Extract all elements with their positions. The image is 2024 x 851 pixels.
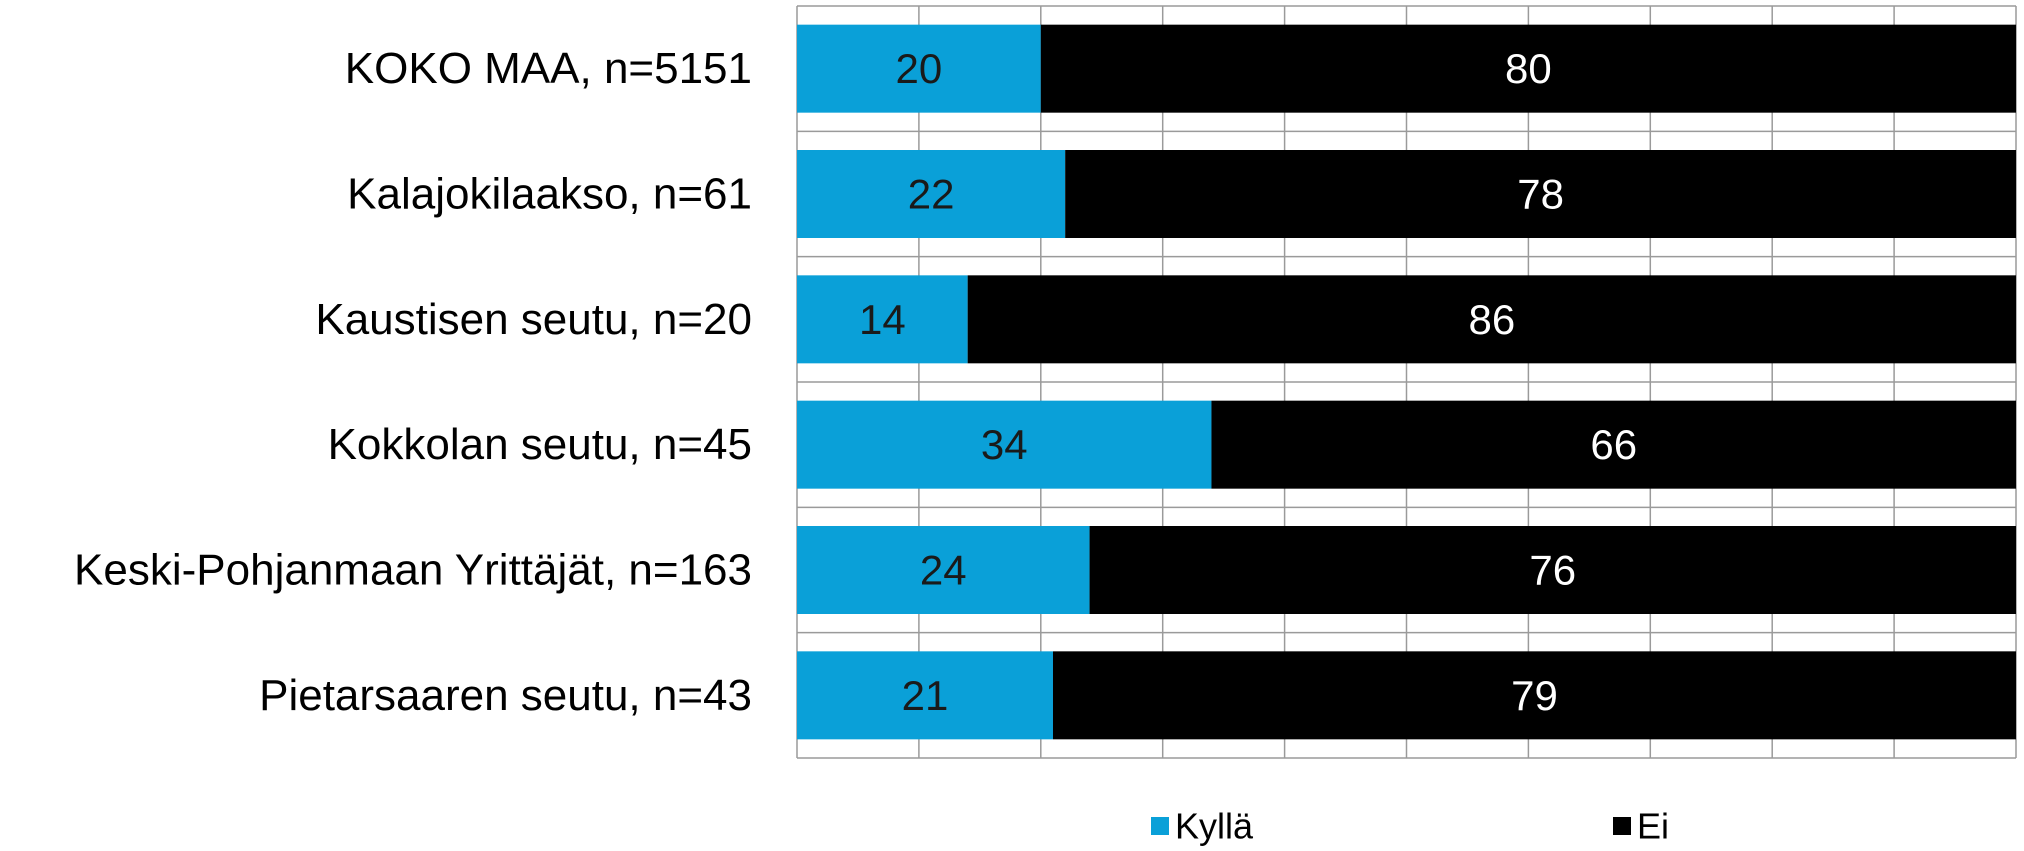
- bar-segment-ei: [1089, 526, 2016, 614]
- category-label: Kaustisen seutu, n=20: [315, 295, 752, 344]
- data-label: 76: [1529, 547, 1576, 594]
- bar-segment-ei: [1211, 400, 2016, 489]
- data-label: 21: [902, 672, 949, 719]
- bar-segment-kylla: [797, 275, 968, 364]
- data-label: 24: [920, 547, 967, 594]
- category-label: Keski-Pohjanmaan Yrittäjät, n=163: [74, 546, 752, 595]
- legend: Kyllä Ei: [1151, 806, 1669, 847]
- category-label: Kalajokilaakso, n=61: [347, 170, 752, 219]
- category-labels: KOKO MAA, n=5151 Kalajokilaakso, n=61 Kaus…: [74, 44, 752, 720]
- data-label: 34: [981, 421, 1028, 468]
- bar-segment-kylla: [797, 651, 1053, 740]
- bar-segment-kylla: [797, 150, 1066, 238]
- data-label: 80: [1505, 45, 1552, 92]
- bar-segment-ei: [1040, 24, 2016, 113]
- data-label: 20: [896, 45, 943, 92]
- data-label: 78: [1517, 171, 1564, 218]
- legend-label: Ei: [1637, 806, 1669, 847]
- bars: 20 80 22 78 14 86 34 66 24 76 21 79: [797, 24, 2017, 740]
- bar-segment-kylla: [797, 526, 1090, 614]
- category-label: KOKO MAA, n=5151: [345, 44, 752, 93]
- data-label: 79: [1511, 672, 1558, 719]
- data-label: 66: [1590, 421, 1637, 468]
- data-label: 22: [908, 171, 955, 218]
- gridlines: [796, 5, 2017, 759]
- category-label: Kokkolan seutu, n=45: [328, 420, 752, 469]
- bar-segment-kylla: [797, 24, 1041, 113]
- bar-segment-ei: [1065, 150, 2016, 238]
- bar-segment-kylla: [797, 400, 1212, 489]
- legend-swatch: [1613, 817, 1631, 835]
- legend-label: Kyllä: [1175, 806, 1254, 847]
- bar-segment-ei: [967, 275, 2017, 364]
- bar-segment-ei: [1052, 651, 2016, 740]
- legend-swatch: [1151, 817, 1169, 835]
- data-label: 14: [859, 296, 906, 343]
- category-label: Pietarsaaren seutu, n=43: [259, 671, 752, 720]
- data-label: 86: [1468, 296, 1515, 343]
